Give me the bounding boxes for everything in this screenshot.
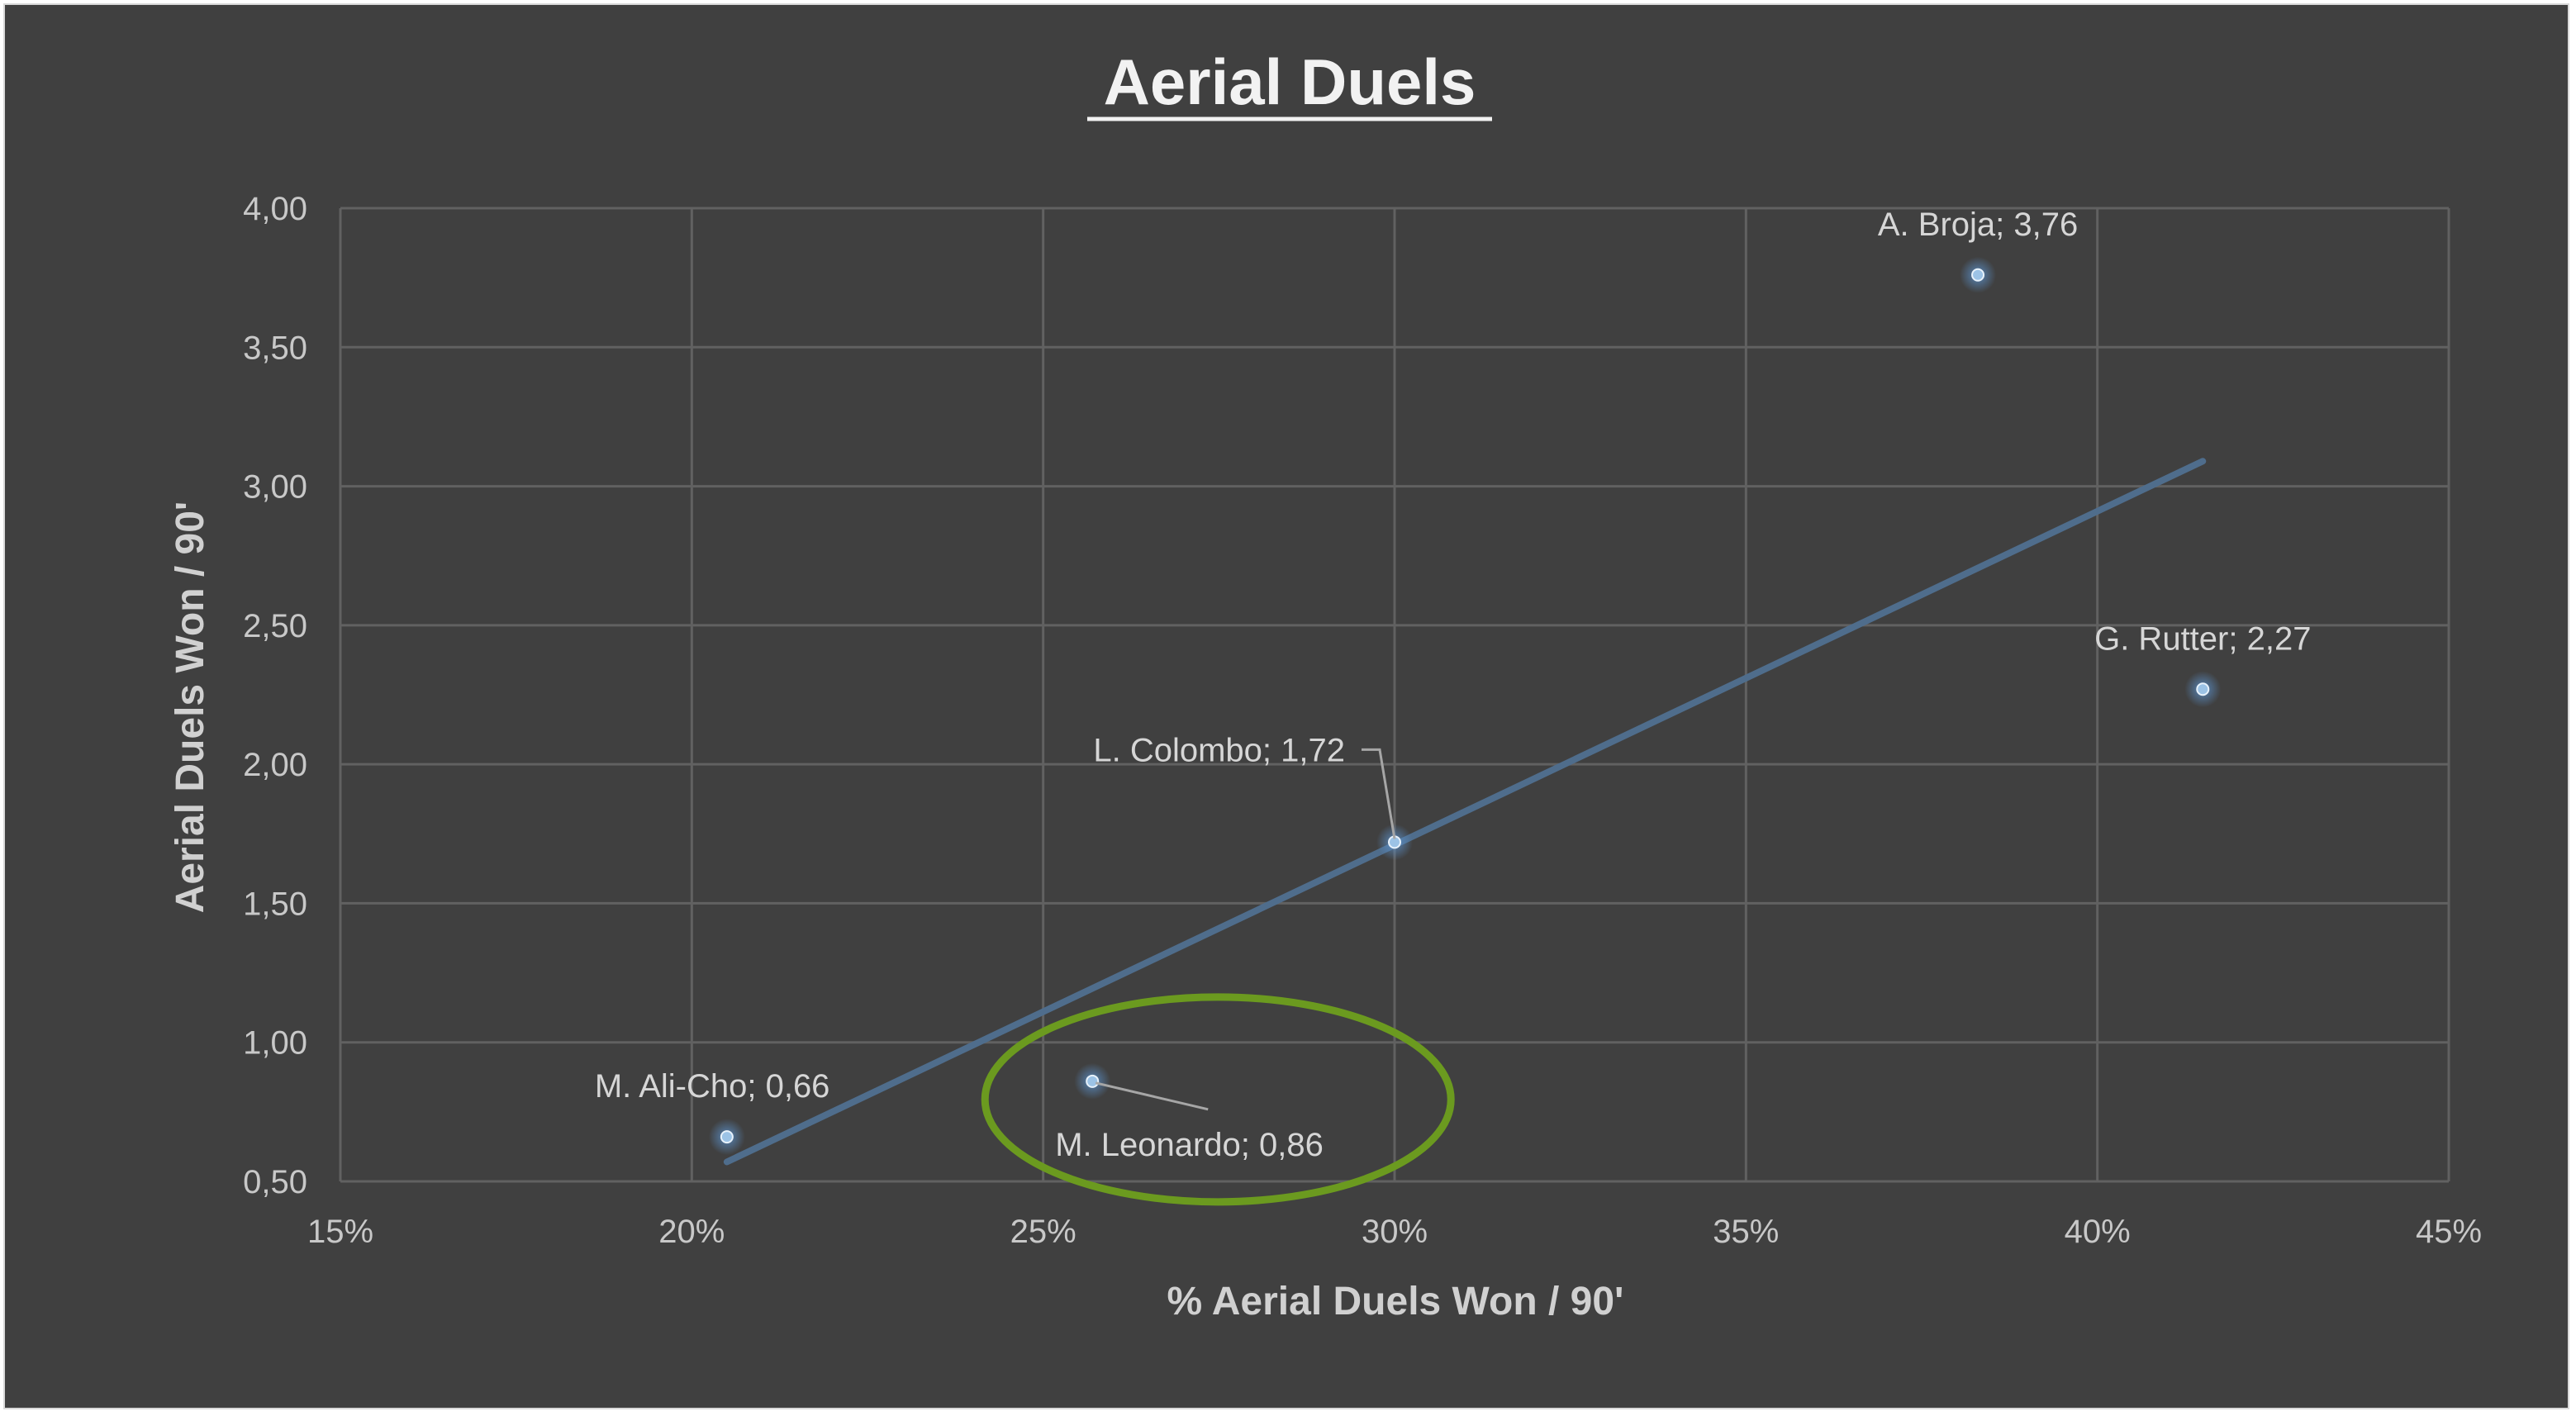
y-tick-label: 3,00 [243,469,307,506]
data-point [1086,1074,1100,1088]
data-point [1971,268,1985,282]
chart-title: Aerial Duels [1104,45,1476,118]
data-points [708,256,2222,1156]
trendline [723,458,2207,1166]
chart-canvas: 15% 20% 25% 30% 35% 40% 45% 0,50 1,00 1,50 2,00 2,5… [169,45,2482,1323]
leader-line [1362,748,1396,839]
x-tick-label: 45% [2416,1214,2482,1250]
y-tick-label: 0,50 [243,1164,307,1200]
x-tick-label: 30% [1362,1214,1428,1250]
y-tick-label: 4,00 [243,191,307,227]
leader-line [1095,1081,1209,1111]
y-tick-label: 1,00 [243,1025,307,1062]
x-axis-title: % Aerial Duels Won / 90' [1167,1280,1624,1323]
data-label: G. Rutter; 2,27 [2094,620,2311,657]
data-point [720,1130,734,1144]
highlight-ellipse [981,993,1455,1206]
highlight-layer [981,993,1455,1206]
x-tick-label: 20% [658,1214,725,1250]
data-labels: M. Ali-Cho; 0,66 M. Leonardo; 0,86 L. Colo… [595,207,2312,1163]
y-tick-label: 2,50 [243,608,307,644]
y-axis-title: Aerial Duels Won / 90' [169,501,212,914]
x-tick-label: 35% [1713,1214,1779,1250]
x-tick-label: 15% [307,1214,373,1250]
data-label: M. Ali-Cho; 0,66 [595,1068,830,1105]
data-label: M. Leonardo; 0,86 [1055,1127,1324,1163]
chart-frame: 15% 20% 25% 30% 35% 40% 45% 0,50 1,00 1,50 2,00 2,5… [3,3,2569,1409]
trendline-layer [723,458,2207,1166]
data-label: A. Broja; 3,76 [1878,207,2078,243]
data-point [2196,682,2210,696]
x-tick-label: 40% [2065,1214,2131,1250]
y-tick-label: 3,50 [243,330,307,366]
data-label: L. Colombo; 1,72 [1093,732,1345,768]
y-tick-label: 1,50 [243,886,307,922]
x-tick-label: 25% [1010,1214,1077,1250]
tick-labels: 15% 20% 25% 30% 35% 40% 45% 0,50 1,00 1,50 2,00 2,5… [243,191,2482,1250]
grid-lines [339,207,2450,1183]
y-tick-label: 2,00 [243,747,307,783]
